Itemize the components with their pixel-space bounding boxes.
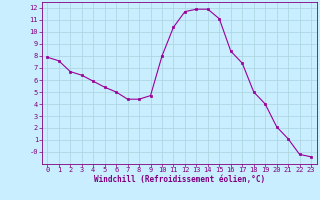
- X-axis label: Windchill (Refroidissement éolien,°C): Windchill (Refroidissement éolien,°C): [94, 175, 265, 184]
